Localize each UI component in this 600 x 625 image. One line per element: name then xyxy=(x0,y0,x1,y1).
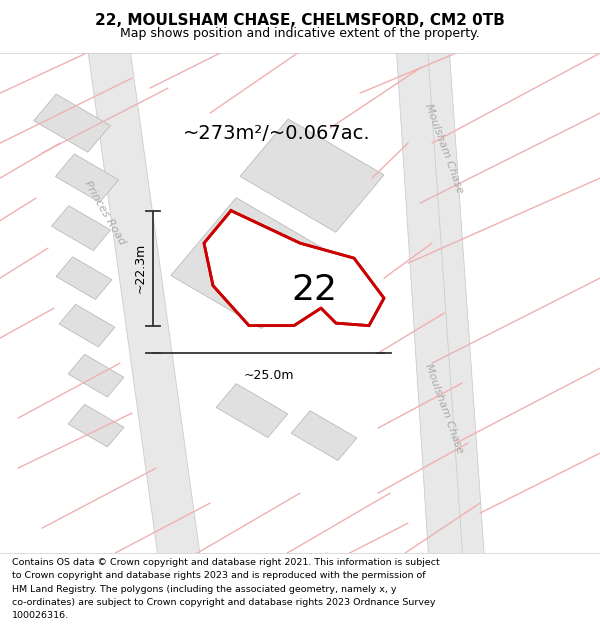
Text: Moulsham Chase: Moulsham Chase xyxy=(423,362,465,454)
Text: Moulsham Chase: Moulsham Chase xyxy=(423,102,465,194)
Text: co-ordinates) are subject to Crown copyright and database rights 2023 Ordnance S: co-ordinates) are subject to Crown copyr… xyxy=(12,598,436,607)
Polygon shape xyxy=(291,411,357,461)
Polygon shape xyxy=(204,211,384,326)
Text: 22: 22 xyxy=(292,272,337,307)
Text: Map shows position and indicative extent of the property.: Map shows position and indicative extent… xyxy=(120,27,480,40)
Polygon shape xyxy=(396,42,465,564)
Polygon shape xyxy=(52,206,110,251)
Polygon shape xyxy=(59,304,115,347)
Polygon shape xyxy=(56,257,112,299)
Text: Princes Road: Princes Road xyxy=(83,179,127,247)
Text: to Crown copyright and database rights 2023 and is reproduced with the permissio: to Crown copyright and database rights 2… xyxy=(12,571,425,581)
Polygon shape xyxy=(240,119,384,232)
Polygon shape xyxy=(87,41,201,565)
Text: 100026316.: 100026316. xyxy=(12,611,69,621)
Polygon shape xyxy=(68,404,124,447)
Text: HM Land Registry. The polygons (including the associated geometry, namely x, y: HM Land Registry. The polygons (includin… xyxy=(12,585,397,594)
Polygon shape xyxy=(55,154,119,202)
Text: ~22.3m: ~22.3m xyxy=(133,243,146,293)
Polygon shape xyxy=(216,384,288,438)
Text: 22, MOULSHAM CHASE, CHELMSFORD, CM2 0TB: 22, MOULSHAM CHASE, CHELMSFORD, CM2 0TB xyxy=(95,13,505,28)
Text: ~25.0m: ~25.0m xyxy=(243,369,294,382)
Text: Contains OS data © Crown copyright and database right 2021. This information is : Contains OS data © Crown copyright and d… xyxy=(12,558,440,567)
Polygon shape xyxy=(34,94,110,152)
Text: ~273m²/~0.067ac.: ~273m²/~0.067ac. xyxy=(183,124,371,142)
Polygon shape xyxy=(68,354,124,397)
Polygon shape xyxy=(427,42,485,564)
Polygon shape xyxy=(171,198,327,329)
